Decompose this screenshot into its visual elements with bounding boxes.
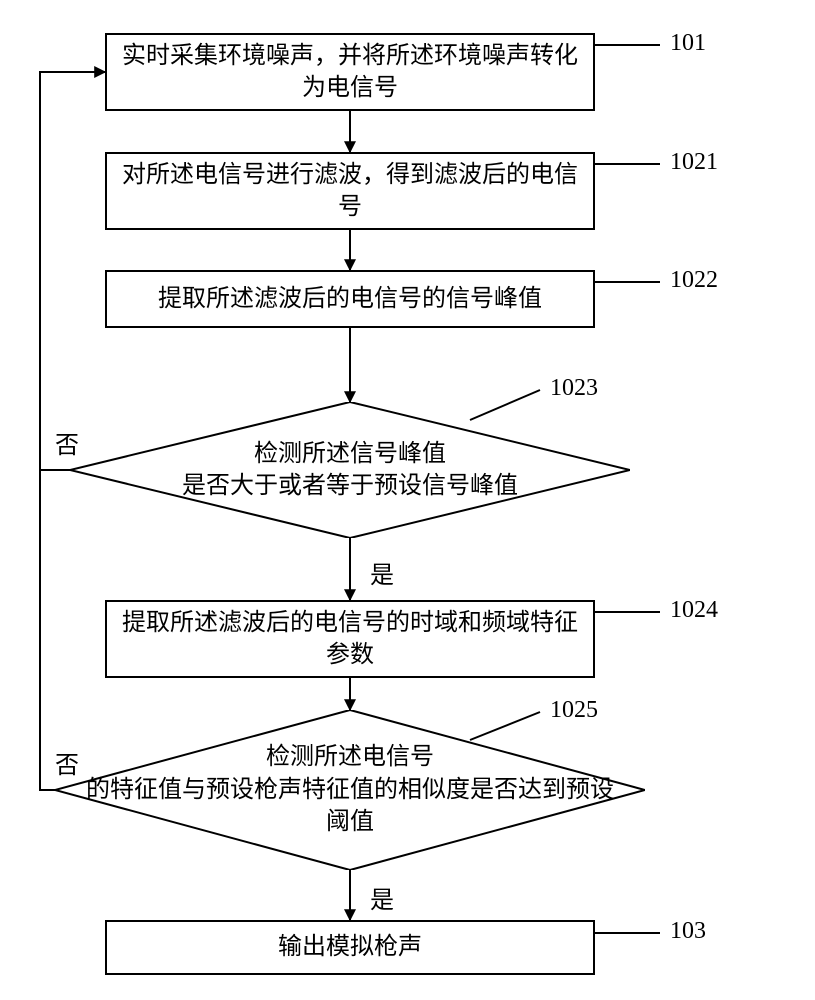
edge-label-e4: 是 bbox=[370, 555, 394, 590]
edge-label-e6: 是 bbox=[370, 880, 394, 915]
diamond-shape bbox=[55, 710, 645, 870]
ref-label-n1025: 1025 bbox=[550, 697, 598, 724]
node-text: 实时采集环境噪声，并将所述环境噪声转化为电信号 bbox=[115, 40, 585, 105]
process-n1024: 提取所述滤波后的电信号的时域和频域特征参数 bbox=[105, 600, 595, 678]
edge-no2 bbox=[40, 72, 55, 790]
process-n101: 实时采集环境噪声，并将所述环境噪声转化为电信号 bbox=[105, 33, 595, 111]
node-text: 提取所述滤波后的电信号的时域和频域特征参数 bbox=[115, 607, 585, 672]
edge-label-no2: 否 bbox=[55, 745, 79, 780]
ref-label-n1023: 1023 bbox=[550, 375, 598, 402]
node-text: 对所述电信号进行滤波，得到滤波后的电信号 bbox=[115, 159, 585, 224]
decision-n1025 bbox=[55, 710, 645, 870]
ref-label-n1022: 1022 bbox=[670, 267, 718, 294]
node-text: 输出模拟枪声 bbox=[278, 931, 422, 963]
ref-label-n1021: 1021 bbox=[670, 149, 718, 176]
node-text: 提取所述滤波后的电信号的信号峰值 bbox=[158, 283, 542, 315]
process-n103: 输出模拟枪声 bbox=[105, 920, 595, 975]
edge-label-no1: 否 bbox=[55, 425, 79, 460]
process-n1021: 对所述电信号进行滤波，得到滤波后的电信号 bbox=[105, 152, 595, 230]
decision-n1023 bbox=[70, 402, 630, 538]
diamond-shape bbox=[70, 402, 630, 538]
process-n1022: 提取所述滤波后的电信号的信号峰值 bbox=[105, 270, 595, 328]
flowchart-canvas: 实时采集环境噪声，并将所述环境噪声转化为电信号对所述电信号进行滤波，得到滤波后的… bbox=[0, 0, 815, 1000]
ref-label-n1024: 1024 bbox=[670, 597, 718, 624]
ref-label-n101: 101 bbox=[670, 30, 706, 57]
ref-label-n103: 103 bbox=[670, 918, 706, 945]
